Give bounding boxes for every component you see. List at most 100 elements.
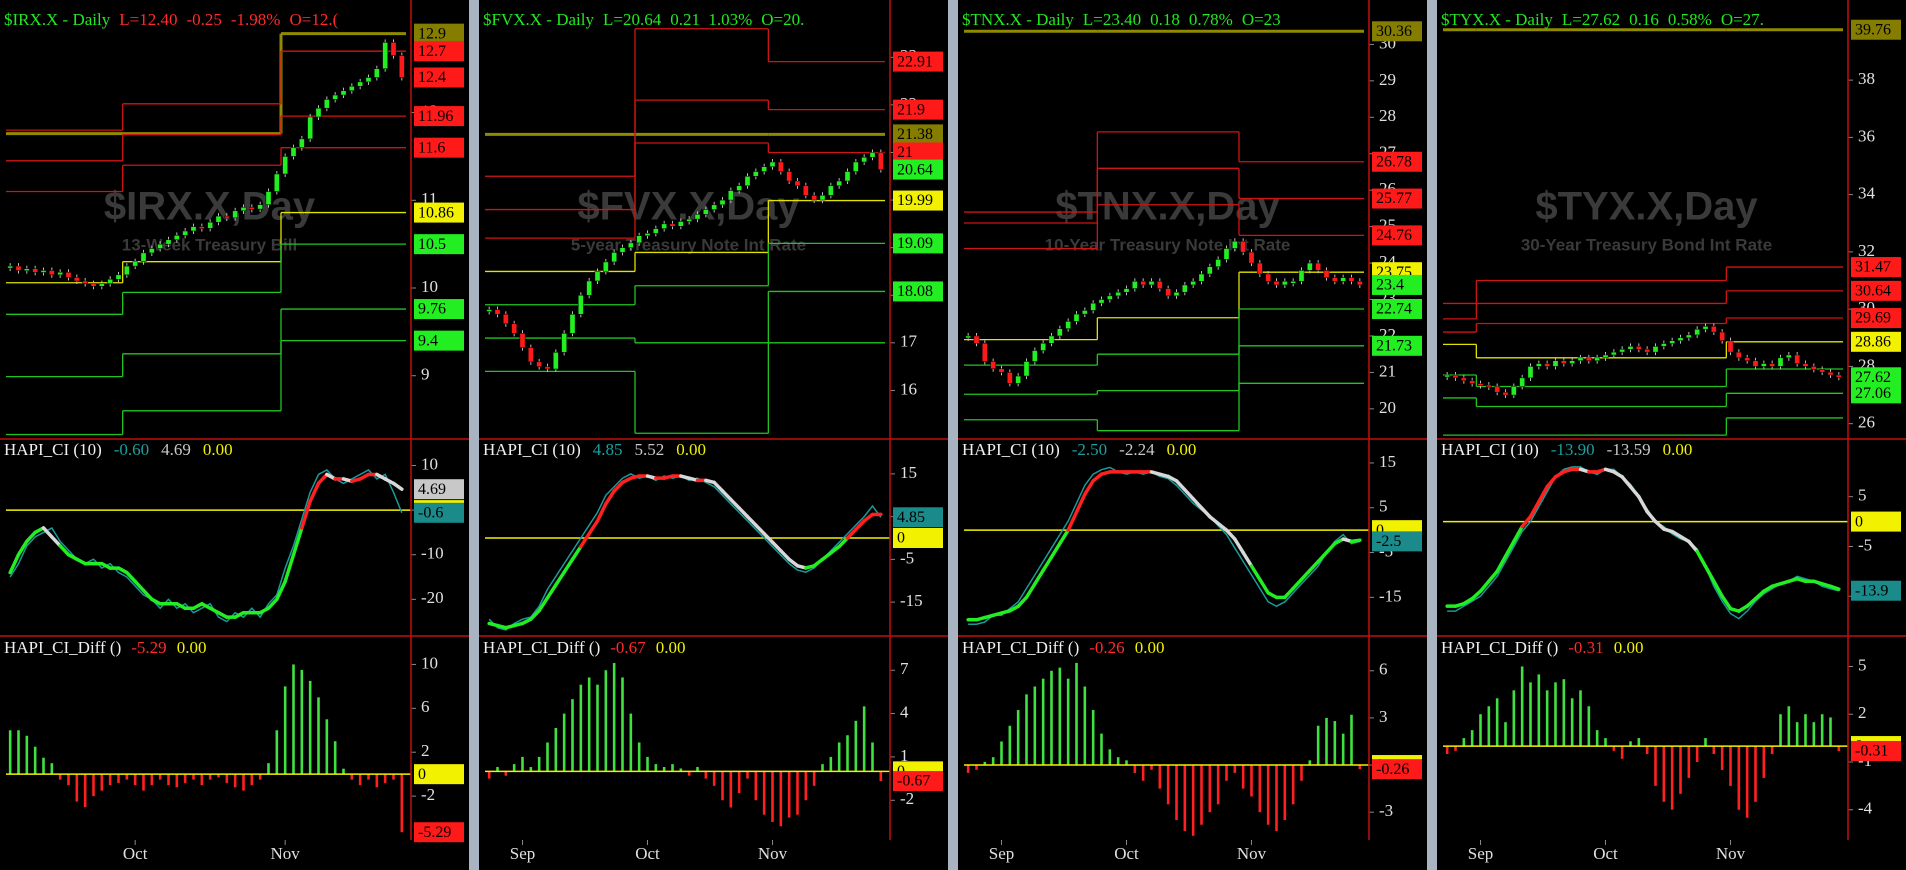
histogram-bar [75, 774, 79, 802]
candle [1356, 281, 1363, 286]
candle [340, 90, 347, 96]
histogram-bar [67, 774, 70, 786]
candle [1273, 281, 1280, 286]
candle [998, 368, 1005, 373]
diff-header: HAPI_CI_Diff () -0.26 0.00 [962, 638, 1164, 657]
ci-segment [587, 519, 600, 536]
y-tick-label: -5 [1858, 535, 1872, 554]
value-label-box [893, 771, 943, 792]
histogram-bar [1066, 678, 1070, 766]
ci-segment [1033, 568, 1045, 586]
candle [794, 180, 801, 187]
ci-segment [720, 489, 733, 502]
y-tick-label: 16 [900, 379, 917, 398]
candle [257, 204, 264, 210]
histogram-bar [383, 774, 387, 783]
histogram-bar [8, 730, 12, 775]
ci-segment [1720, 594, 1733, 611]
histogram-bar [762, 771, 766, 815]
candle [1802, 363, 1809, 367]
candle [198, 226, 205, 229]
value-label: 21.73 [1376, 337, 1412, 354]
histogram-bar [1812, 722, 1816, 747]
histogram-bar [546, 742, 549, 772]
value-label-box [414, 299, 464, 320]
histogram-bar [142, 774, 145, 791]
ci-segment [275, 579, 287, 602]
candle [1694, 328, 1701, 336]
x-tick-label: Nov [271, 844, 301, 863]
y-tick-label: 6 [421, 697, 430, 716]
y-tick-label: -2 [900, 789, 914, 808]
candle [1156, 281, 1163, 289]
candle [48, 270, 55, 276]
symbol: $TYX.X - Daily [1441, 10, 1553, 29]
histogram-bar [579, 684, 583, 772]
histogram-bar [33, 746, 37, 775]
ci-segment [1503, 539, 1516, 559]
histogram-bar [1166, 765, 1170, 805]
candle [1140, 281, 1147, 286]
histogram-bar [712, 771, 716, 786]
candle [123, 265, 130, 276]
value-label: 27.62 [1855, 369, 1891, 386]
histogram-bar [1562, 679, 1566, 747]
candle [57, 271, 64, 276]
candle [1098, 299, 1105, 304]
histogram-bar [1704, 738, 1707, 747]
y-tick-label: 15 [900, 463, 917, 482]
y-tick-label: 9 [421, 365, 430, 384]
ci-segment [812, 557, 825, 568]
watermark-subtitle: 13-Week Treasury Bill [122, 235, 297, 254]
histogram-bar [529, 767, 533, 772]
value-label: 22.74 [1376, 301, 1412, 318]
candle [332, 94, 339, 100]
histogram-bar [150, 774, 154, 786]
histogram-bar [258, 774, 262, 780]
candle [1760, 363, 1767, 367]
ci-segment [1620, 475, 1633, 489]
candle [1165, 288, 1172, 297]
candle [1652, 346, 1659, 353]
ci-segment [1041, 555, 1054, 573]
ci-segment [133, 579, 146, 593]
panel-header: $TYX.X - Daily L=27.62 0.16 0.58% O=27. [1441, 10, 1764, 29]
histogram-bar [1141, 765, 1145, 781]
histogram-bar [1016, 710, 1020, 766]
value-label-box [893, 190, 943, 211]
candle [1560, 360, 1567, 364]
y-tick-label: 2 [421, 741, 430, 760]
histogram-bar [1737, 746, 1741, 810]
symbol: $IRX.X - Daily [4, 10, 111, 29]
histogram-bar [1595, 730, 1599, 747]
ci-segment [58, 544, 71, 557]
ci-segment [1233, 537, 1245, 555]
candle [1485, 384, 1492, 388]
ci-segment [737, 506, 750, 519]
histogram-bar [1670, 746, 1674, 810]
candle [1810, 366, 1817, 370]
candle [1348, 277, 1355, 282]
value-label: 26.78 [1376, 153, 1412, 170]
x-tick-label: Sep [989, 844, 1015, 863]
value-label: 31.47 [1855, 259, 1891, 276]
diff-readout: 0.00 [1135, 638, 1165, 657]
histogram-bar [1316, 725, 1320, 766]
candle [1585, 357, 1592, 361]
histogram-bar [696, 767, 699, 772]
candle [232, 210, 239, 219]
candle [215, 215, 222, 223]
histogram-bar [604, 670, 608, 772]
diff-readout: 0.00 [656, 638, 686, 657]
y-tick-label: 38 [1858, 69, 1875, 88]
histogram-bar [854, 720, 858, 772]
ci-segment [1637, 494, 1649, 514]
candle [869, 152, 876, 158]
candle [1444, 374, 1451, 378]
ci-segment [1174, 479, 1187, 492]
candle [1685, 334, 1692, 339]
candle [182, 230, 189, 236]
value-label-box [1851, 257, 1901, 278]
histogram-bar [275, 730, 279, 775]
